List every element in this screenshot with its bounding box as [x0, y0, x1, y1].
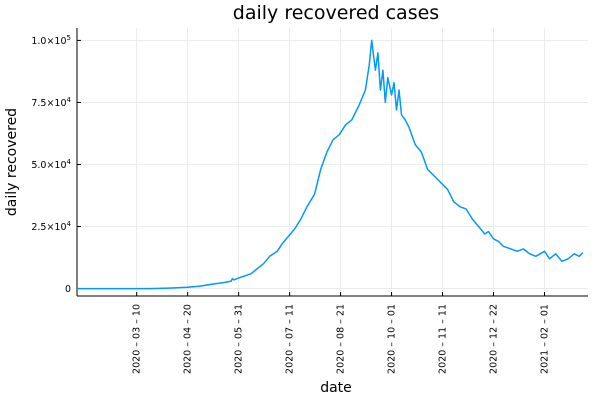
- y-axis-label: daily recovered: [4, 108, 20, 216]
- x-tick-label: 2020 – 04 – 20: [183, 304, 194, 374]
- grid-layer: [77, 28, 588, 296]
- x-tick-label: 2020 – 11 – 11: [438, 304, 449, 374]
- y-tick-label: 5.0×104: [31, 158, 71, 171]
- series-layer: [77, 39, 584, 290]
- x-tick-label: 2021 – 02 – 01: [539, 304, 550, 374]
- x-tick-label: 2020 – 12 – 22: [489, 304, 500, 374]
- y-tick-label: 7.5×104: [31, 96, 71, 109]
- y-tick-label: 0: [65, 284, 71, 295]
- x-tick-label: 2020 – 05 – 31: [234, 304, 245, 374]
- chart-title: daily recovered cases: [233, 2, 439, 24]
- x-axis-label: date: [320, 380, 352, 396]
- series-line: [77, 39, 584, 290]
- x-tick-label: 2020 – 03 – 10: [132, 304, 143, 374]
- axes-layer: [76, 28, 588, 297]
- ticks-layer: 2020 – 03 – 10 2020 – 04 – 20 2020 – 05 – …: [31, 34, 550, 374]
- y-tick-label: 2.5×104: [31, 220, 71, 233]
- x-tick-label: 2020 – 07 – 11: [285, 304, 296, 374]
- x-tick-label: 2020 – 10 – 01: [387, 304, 398, 374]
- x-tick-label: 2020 – 08 – 21: [336, 304, 347, 374]
- y-tick-label: 1.0×105: [31, 34, 71, 47]
